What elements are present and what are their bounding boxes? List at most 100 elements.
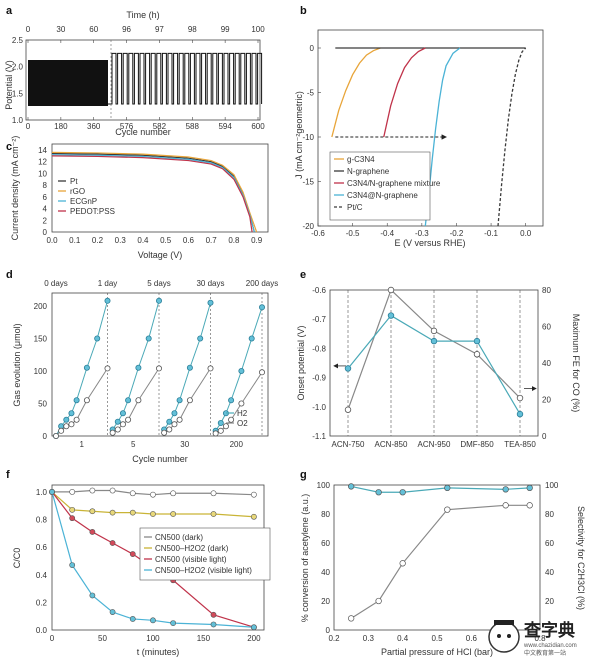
panel-d-point (63, 416, 70, 423)
panel-g-x-tick: 0.3 (363, 634, 375, 643)
panel-a-top-xlabel: Time (h) (126, 10, 159, 20)
panel-c-y-tick: 8 (43, 181, 48, 190)
panel-e-y-tick-right: 0 (542, 432, 547, 441)
panel-e-y-tick: -0.8 (312, 344, 326, 353)
panel-g-ticks: 0.20.30.40.50.60.70.80204060801002040608… (317, 481, 559, 643)
panel-d-point (135, 397, 142, 404)
panel-d-point (258, 304, 265, 311)
panel-b-series-line (383, 47, 426, 138)
panel-f-y-tick: 0.4 (36, 571, 48, 580)
panel-f-point (251, 624, 257, 631)
legend-label: PEDOT:PSS (70, 207, 115, 216)
panel-d-point (212, 430, 219, 437)
panel-c-x-tick: 0.1 (69, 236, 81, 245)
panel-a-ylabel: Potential (V) (4, 60, 14, 110)
panel-f-point (150, 491, 156, 498)
panel-g-x-tick: 0.5 (431, 634, 443, 643)
panel-a-bottom-tick: 180 (54, 122, 68, 131)
legend-label: CN500–H2O2 (dark) (155, 544, 229, 553)
panel-e-y-tick-right: 80 (542, 286, 551, 295)
panel-d-point (222, 423, 229, 430)
panel-d-point (166, 418, 173, 425)
panel-g-frame (333, 484, 541, 631)
panel-a-bottom-tick: 582 (153, 122, 167, 131)
panel-f-point (129, 509, 136, 516)
panel-g-x-tick: 0.8 (534, 634, 546, 643)
panel-c-xlabel: Voltage (V) (138, 250, 183, 260)
panel-e-fe-point (430, 337, 438, 345)
panel-g-point (502, 486, 509, 493)
panel-e-ylabel: Onset potential (V) (296, 325, 306, 400)
panel-f-y-tick: 0.8 (36, 516, 48, 525)
panel-f-point (129, 616, 136, 622)
panel-c-ticks: 0.0 0.1 0.2 0.3 0.4 0.5 0.6 0.7 0.8 0.9 0 2 4 6 8 10 12 1… (38, 146, 263, 245)
panel-g: g 0.20.30.40.50.60.70.802040608010020406… (300, 469, 586, 657)
panel-d-y-tick: 50 (38, 400, 47, 409)
panel-b-x-tick: -0.2 (450, 229, 464, 238)
panel-f-ticks: 0 50 100 150 200 0.0 0.2 0.4 0.6 0.8 1.0 (36, 488, 261, 643)
panel-d-point (207, 299, 214, 306)
panel-d-point (68, 410, 75, 417)
panel-g-x-tick: 0.4 (397, 634, 409, 643)
panel-c-series (51, 151, 258, 233)
panel-g-series-line (351, 485, 530, 493)
panel-g-y-tick: 100 (317, 481, 331, 490)
panel-g-y-tick-right: 100 (545, 481, 559, 490)
legend-label: ECGnP (70, 197, 97, 206)
panel-d-top-label: 0 days (44, 279, 68, 288)
panel-f-legend-box (139, 527, 271, 581)
legend-label: CN500 (visible light) (155, 555, 227, 564)
panel-d-point (104, 297, 111, 304)
panel-f-y-tick: 0.6 (36, 543, 48, 552)
panel-c: c 0.0 0.1 0.2 0.3 0.4 0.5 0.6 0.7 0.8 0.9 0 2 4 6 8 10 1… (6, 136, 269, 260)
panel-a-top-ticks: 0 30 60 96 97 98 99 100 (26, 25, 265, 43)
legend-label: Pt/C (347, 203, 363, 212)
legend-label: C3N4/N-graphene mixture (347, 179, 441, 188)
panel-f-y-tick: 0.2 (36, 598, 48, 607)
panel-c-x-tick: 0.4 (137, 236, 149, 245)
panel-g-point (502, 502, 509, 509)
panel-d-point (125, 397, 132, 404)
panel-c-y-tick: 4 (43, 205, 48, 214)
panel-a-top-tick: 97 (155, 25, 164, 34)
panel-g-y-tick: 20 (321, 597, 330, 606)
panel-d-y-tick: 200 (34, 302, 48, 311)
panel-a-y-tick: 2.0 (12, 63, 24, 72)
panel-b-x-tick: -0.1 (484, 229, 498, 238)
panel-e-onset-point (387, 286, 395, 294)
panel-a-dense-cycles (28, 60, 108, 106)
panel-b-x-tick: -0.3 (415, 229, 429, 238)
panel-g-y-tick: 0 (326, 626, 331, 635)
panel-e-series (333, 286, 537, 436)
panel-g-point (444, 484, 451, 492)
panel-f-point (89, 529, 96, 535)
panel-d-series (53, 293, 265, 439)
panel-c-x-tick: 0.5 (160, 236, 172, 245)
panel-d-point (248, 335, 255, 342)
panel-e-ylabel-right: Maximum FE for CO (%) (571, 314, 581, 413)
panel-f-point (170, 490, 177, 497)
panel-f-point (251, 491, 257, 498)
panel-g-x-tick: 0.6 (466, 634, 478, 643)
legend-label: CN500–H2O2 (visible light) (155, 566, 252, 575)
panel-d-top-label: 1 day (98, 279, 118, 288)
panel-c-series-line (51, 151, 258, 233)
panel-letter-d: d (6, 269, 13, 281)
legend-label: N-graphene (347, 167, 390, 176)
panel-d-point (207, 365, 214, 372)
panel-a-bottom-tick: 0 (26, 122, 31, 131)
panel-e-y-tick: -0.7 (312, 315, 326, 324)
panel-e-y-tick: -0.9 (312, 374, 326, 383)
panel-b-xlabel: E (V versus RHE) (394, 238, 465, 248)
panel-b: b -0.6 -0.5 -0.4 -0.3 -0.2 -0.1 0.0 0 -5 -10 -15 -2… (294, 5, 544, 248)
mascot-icon (488, 621, 520, 653)
panel-letter-e: e (300, 269, 306, 281)
panel-f-point (69, 562, 76, 568)
panel-c-y-tick: 6 (43, 193, 48, 202)
panel-g-y-tick-right: 80 (545, 510, 554, 519)
panel-f-point (129, 551, 136, 557)
panel-g-series (348, 483, 533, 622)
panel-d-legend: H2O2 (226, 409, 248, 428)
panel-e: e ACN-750 ACN-850 ACN-950 DMF-850 TEA-850 -0.… (296, 269, 581, 449)
panel-d-top-label: 30 days (196, 279, 224, 288)
